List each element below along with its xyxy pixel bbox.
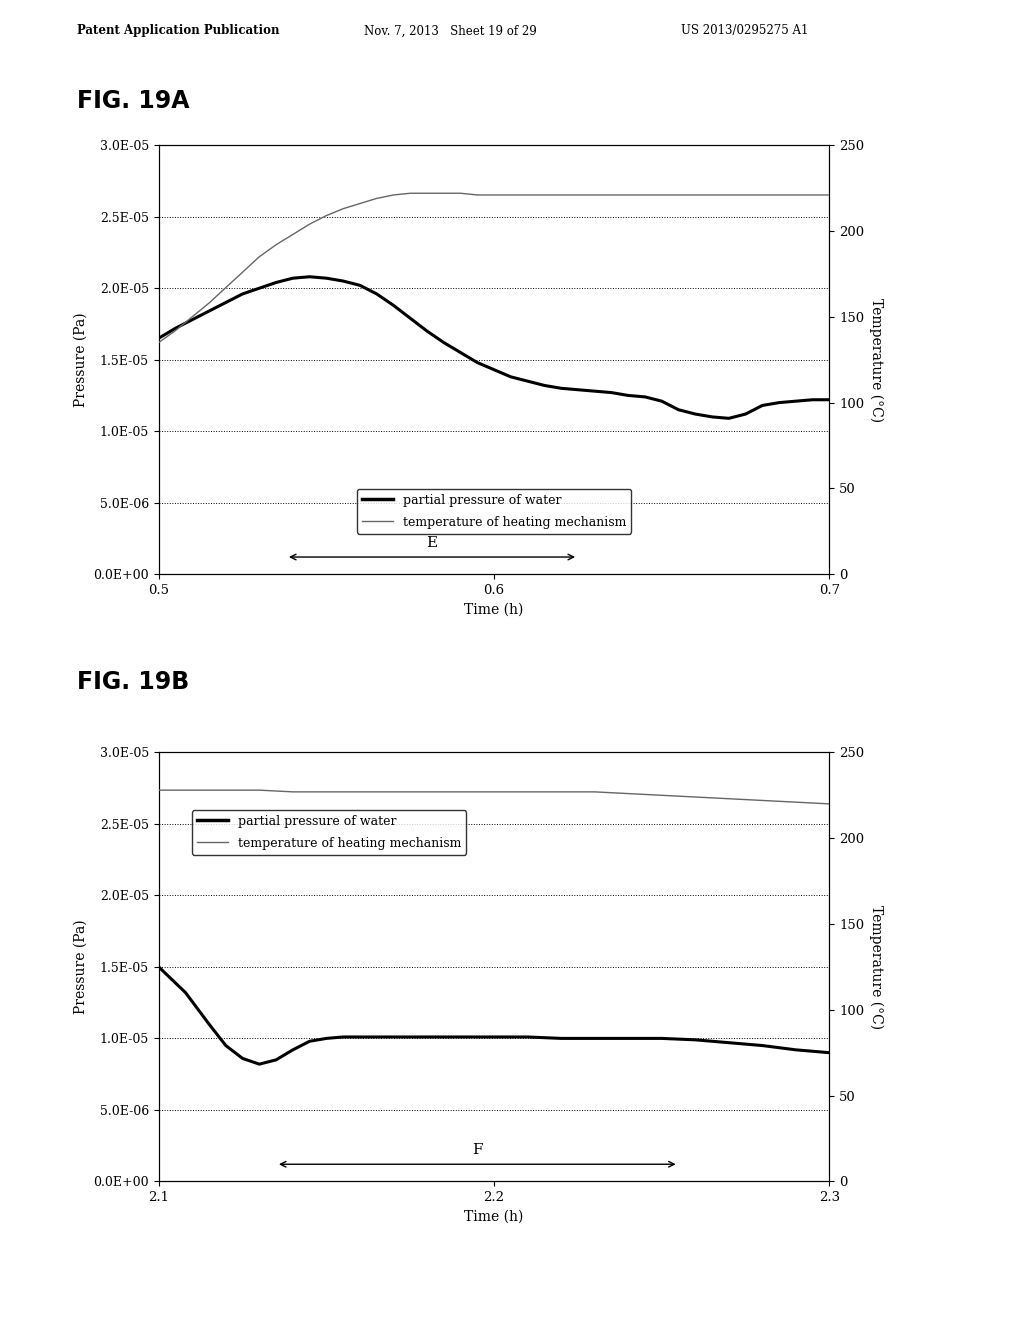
Y-axis label: Pressure (Pa): Pressure (Pa) <box>74 920 88 1014</box>
Text: US 2013/0295275 A1: US 2013/0295275 A1 <box>681 24 808 37</box>
Text: FIG. 19B: FIG. 19B <box>77 671 189 694</box>
Legend: partial pressure of water, temperature of heating mechanism: partial pressure of water, temperature o… <box>356 488 632 533</box>
Y-axis label: Temperature (°C): Temperature (°C) <box>869 297 884 422</box>
Text: Patent Application Publication: Patent Application Publication <box>77 24 280 37</box>
X-axis label: Time (h): Time (h) <box>465 602 523 616</box>
Y-axis label: Pressure (Pa): Pressure (Pa) <box>74 313 88 407</box>
Text: E: E <box>426 536 437 550</box>
Legend: partial pressure of water, temperature of heating mechanism: partial pressure of water, temperature o… <box>191 810 466 855</box>
Y-axis label: Temperature (°C): Temperature (°C) <box>869 904 884 1030</box>
X-axis label: Time (h): Time (h) <box>465 1209 523 1224</box>
Text: F: F <box>472 1143 482 1158</box>
Text: FIG. 19A: FIG. 19A <box>77 90 189 114</box>
Text: Nov. 7, 2013   Sheet 19 of 29: Nov. 7, 2013 Sheet 19 of 29 <box>364 24 537 37</box>
